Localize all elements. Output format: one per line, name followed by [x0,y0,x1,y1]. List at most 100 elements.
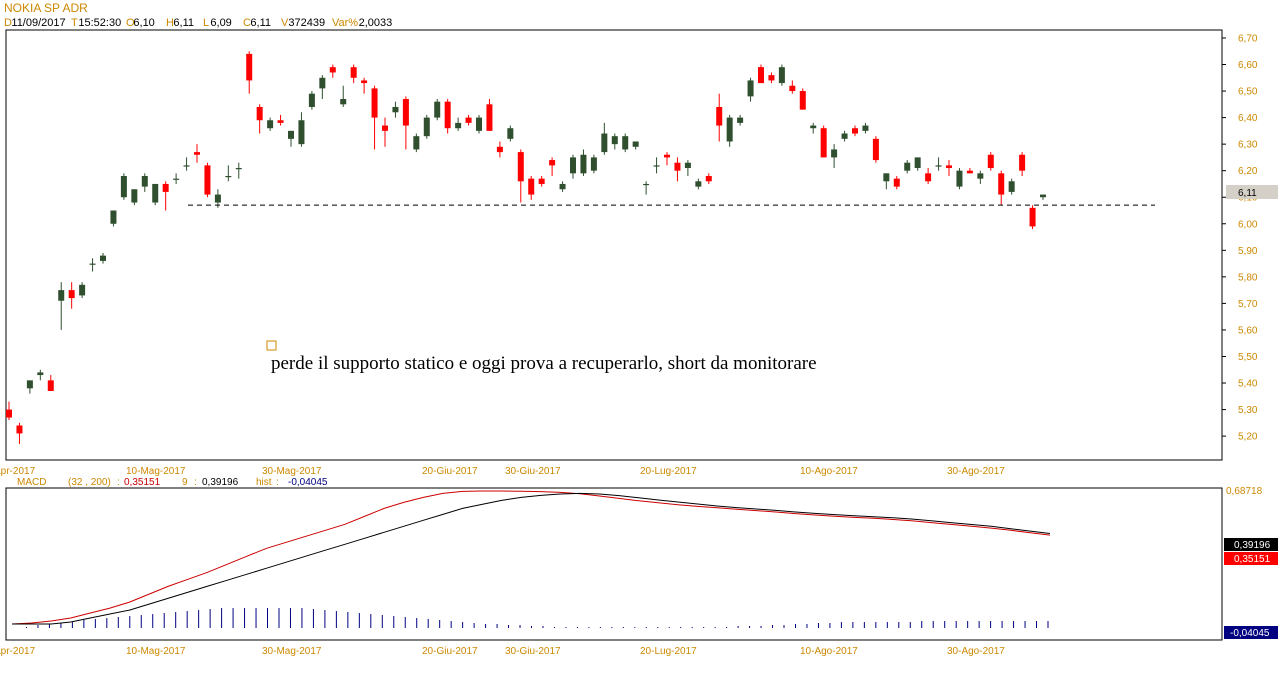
header-field-key: O [126,17,135,29]
candle-body [737,117,744,123]
candle-body [925,173,932,182]
macd-signal-colon: : [194,477,197,488]
candle-body [6,409,12,418]
candle-body [998,173,1005,195]
candle-body [904,162,911,171]
header-field-value: 6,10 [133,17,154,29]
candle-body [434,101,441,118]
candle-body [778,67,785,84]
macd-axis-top: 0,68718 [1226,486,1263,497]
header-field-value: 372439 [288,17,325,29]
candle-body [977,173,984,179]
header-field-key: T [71,17,78,29]
macd-label: MACD [17,477,46,488]
candle-body [16,425,23,434]
candle-body [100,255,106,261]
candle-body [214,194,221,203]
candle-body [267,120,274,129]
macd-badge-top-bg [1224,538,1278,551]
candle-body [507,128,514,139]
candle-body [298,120,305,145]
price-x-tick-label: 20-Lug-2017 [640,466,697,477]
macd-badge-top: 0,39196 [1234,540,1271,551]
price-x-tick-label: 10-Mag-2017 [126,466,186,477]
candle-body [768,75,775,81]
candle-body [120,175,127,198]
candle-body [789,85,796,92]
candle-body [288,130,294,139]
candle-body [152,183,159,203]
candle-body [141,175,148,187]
candle-body [496,146,503,153]
price-y-tick-label: 6,00 [1238,219,1258,230]
candle-body [799,91,806,110]
price-y-tick-label: 5,20 [1238,432,1258,443]
macd-badge-bottom: 0,35151 [1234,554,1271,565]
header-field-key: V [281,17,289,29]
macd-x-tick-label: Apr-2017 [0,646,36,657]
macd-line [12,492,1051,625]
macd-panel [5,487,1223,641]
price-y-tick-label: 6,70 [1238,33,1258,44]
candle-body [68,290,75,299]
price-y-tick-label: 5,40 [1238,379,1258,390]
hist-badge: -0,04045 [1230,628,1270,639]
header-fields: D 11/09/2017 T 15:52:30 O6,10 H 6,11 L 6,09 C 6,11… [4,17,392,29]
candle-body [914,157,921,169]
candle-body [1029,207,1036,227]
price-x-tick-label: 30-Mag-2017 [262,466,322,477]
candle-body [79,284,86,296]
macd-x-tick-label: 30-Ago-2017 [947,646,1005,657]
candle-body [622,136,629,150]
price-y-tick-label: 6,50 [1238,87,1258,98]
candle-body [308,93,315,107]
candle-body [413,136,420,150]
candle-body [476,117,482,131]
candle-body [841,133,848,139]
candle-body [361,80,368,84]
candle-body [935,165,942,167]
price-x-tick-label: Apr-2017 [0,466,36,477]
header-field-key: D [4,17,12,29]
candlestick-series [6,51,1046,445]
macd-x-tick-label: 30-Giu-2017 [505,646,561,657]
candle-body [1019,154,1026,171]
macd-hist-colon: : [276,477,279,488]
price-y-tick-label: 6,60 [1238,60,1258,71]
price-y-tick-label: 6,40 [1238,113,1258,124]
annotation-marker [266,340,277,351]
price-x-tick-label: 20-Giu-2017 [422,466,478,477]
candle-body [455,122,462,129]
header-field-value: 6,11 [250,17,271,29]
header-field-key: H [166,17,174,29]
chart-title: NOKIA SP ADR [4,1,88,15]
price-badge: 6,11 [1238,188,1257,199]
macd-histogram [25,608,1049,628]
header-field-key: L [203,17,209,29]
candle-body [705,175,712,182]
header-field-value: 6,09 [210,17,231,29]
candle-body [47,380,54,391]
candle-body [528,178,535,195]
candle-body [716,106,723,126]
macd-hist-value: -0,04045 [288,477,328,488]
candle-body [256,106,263,121]
header-field-key: Var% [332,17,358,29]
candle-body [1008,181,1015,192]
candle-body [966,170,973,174]
candle-body [538,178,545,184]
candle-body [277,120,284,123]
price-y-tick-label: 5,50 [1238,352,1258,363]
macd-x-tick-label: 30-Mag-2017 [262,646,322,657]
candle-body [319,77,326,89]
macd-value-colon: : [117,477,120,488]
candle-body [183,165,190,167]
candle-body [58,290,65,301]
candle-body [517,152,524,182]
candle-body [664,154,670,158]
candle-body [758,67,764,84]
candle-body [204,165,211,195]
candle-body [444,101,451,129]
price-y-axis: 5,205,305,405,505,605,705,805,906,006,10… [1222,33,1258,443]
